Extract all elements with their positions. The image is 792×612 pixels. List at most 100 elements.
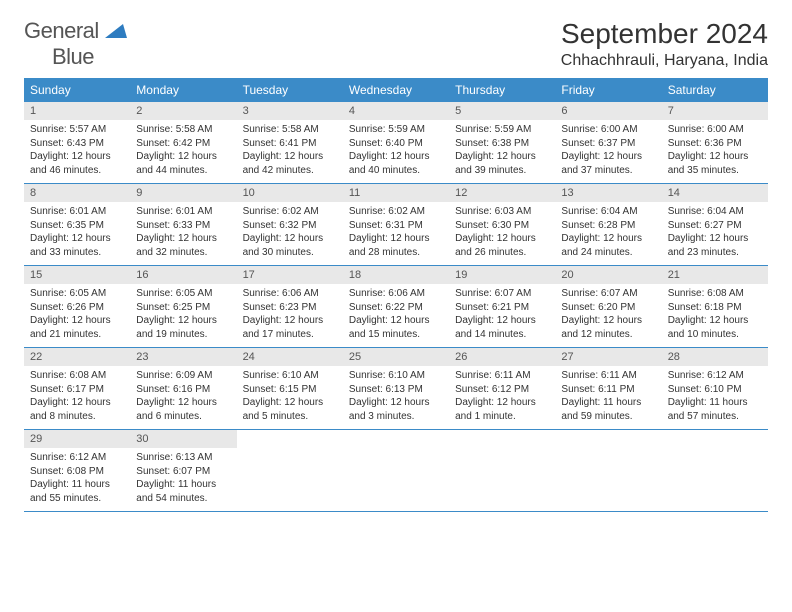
month-title: September 2024 <box>561 18 768 50</box>
day-details: Sunrise: 6:08 AMSunset: 6:18 PMDaylight:… <box>662 284 768 347</box>
sunrise-line: Sunrise: 6:01 AM <box>30 205 124 219</box>
weekday-saturday: Saturday <box>662 78 768 102</box>
day-details: Sunrise: 6:10 AMSunset: 6:13 PMDaylight:… <box>343 366 449 429</box>
title-block: September 2024 Chhachhrauli, Haryana, In… <box>561 18 768 70</box>
sunset-line: Sunset: 6:16 PM <box>136 383 230 397</box>
daylight-line: Daylight: 12 hours and 12 minutes. <box>561 314 655 341</box>
daylight-line: Daylight: 11 hours and 54 minutes. <box>136 478 230 505</box>
sunset-line: Sunset: 6:15 PM <box>243 383 337 397</box>
day-details: Sunrise: 6:02 AMSunset: 6:32 PMDaylight:… <box>237 202 343 265</box>
day-details: Sunrise: 6:13 AMSunset: 6:07 PMDaylight:… <box>130 448 236 511</box>
day-number: 8 <box>24 184 130 202</box>
day-number: 6 <box>555 102 661 120</box>
weekday-header-row: Sunday Monday Tuesday Wednesday Thursday… <box>24 78 768 102</box>
daylight-line: Daylight: 12 hours and 6 minutes. <box>136 396 230 423</box>
sunrise-line: Sunrise: 5:57 AM <box>30 123 124 137</box>
day-number: 29 <box>24 430 130 448</box>
day-number: 14 <box>662 184 768 202</box>
calendar-cell: 7Sunrise: 6:00 AMSunset: 6:36 PMDaylight… <box>662 102 768 184</box>
calendar-cell: 26Sunrise: 6:11 AMSunset: 6:12 PMDayligh… <box>449 348 555 430</box>
sunset-line: Sunset: 6:18 PM <box>668 301 762 315</box>
daylight-line: Daylight: 12 hours and 46 minutes. <box>30 150 124 177</box>
sunrise-line: Sunrise: 6:02 AM <box>243 205 337 219</box>
day-details: Sunrise: 5:59 AMSunset: 6:38 PMDaylight:… <box>449 120 555 183</box>
day-details: Sunrise: 6:01 AMSunset: 6:33 PMDaylight:… <box>130 202 236 265</box>
calendar-table: Sunday Monday Tuesday Wednesday Thursday… <box>24 78 768 512</box>
day-details: Sunrise: 5:59 AMSunset: 6:40 PMDaylight:… <box>343 120 449 183</box>
daylight-line: Daylight: 12 hours and 17 minutes. <box>243 314 337 341</box>
sunset-line: Sunset: 6:17 PM <box>30 383 124 397</box>
location-text: Chhachhrauli, Haryana, India <box>561 52 768 70</box>
sunrise-line: Sunrise: 6:11 AM <box>561 369 655 383</box>
day-number: 28 <box>662 348 768 366</box>
daylight-line: Daylight: 11 hours and 59 minutes. <box>561 396 655 423</box>
sunset-line: Sunset: 6:35 PM <box>30 219 124 233</box>
calendar-cell: 29Sunrise: 6:12 AMSunset: 6:08 PMDayligh… <box>24 430 130 512</box>
day-details: Sunrise: 6:06 AMSunset: 6:23 PMDaylight:… <box>237 284 343 347</box>
daylight-line: Daylight: 12 hours and 37 minutes. <box>561 150 655 177</box>
sunset-line: Sunset: 6:32 PM <box>243 219 337 233</box>
calendar-cell: 11Sunrise: 6:02 AMSunset: 6:31 PMDayligh… <box>343 184 449 266</box>
weekday-monday: Monday <box>130 78 236 102</box>
sunrise-line: Sunrise: 6:05 AM <box>30 287 124 301</box>
sunset-line: Sunset: 6:07 PM <box>136 465 230 479</box>
sunset-line: Sunset: 6:25 PM <box>136 301 230 315</box>
daylight-line: Daylight: 12 hours and 1 minute. <box>455 396 549 423</box>
sunrise-line: Sunrise: 6:07 AM <box>561 287 655 301</box>
day-details: Sunrise: 6:08 AMSunset: 6:17 PMDaylight:… <box>24 366 130 429</box>
day-number: 18 <box>343 266 449 284</box>
brand-triangle-icon <box>105 24 127 43</box>
day-number: 25 <box>343 348 449 366</box>
calendar-cell: 10Sunrise: 6:02 AMSunset: 6:32 PMDayligh… <box>237 184 343 266</box>
day-number: 30 <box>130 430 236 448</box>
calendar-cell: 23Sunrise: 6:09 AMSunset: 6:16 PMDayligh… <box>130 348 236 430</box>
daylight-line: Daylight: 12 hours and 15 minutes. <box>349 314 443 341</box>
sunrise-line: Sunrise: 6:06 AM <box>349 287 443 301</box>
sunrise-line: Sunrise: 6:04 AM <box>561 205 655 219</box>
day-details: Sunrise: 6:12 AMSunset: 6:10 PMDaylight:… <box>662 366 768 429</box>
day-number: 9 <box>130 184 236 202</box>
daylight-line: Daylight: 12 hours and 21 minutes. <box>30 314 124 341</box>
day-number: 24 <box>237 348 343 366</box>
daylight-line: Daylight: 12 hours and 5 minutes. <box>243 396 337 423</box>
sunrise-line: Sunrise: 6:10 AM <box>243 369 337 383</box>
calendar-cell: 12Sunrise: 6:03 AMSunset: 6:30 PMDayligh… <box>449 184 555 266</box>
sunset-line: Sunset: 6:36 PM <box>668 137 762 151</box>
sunrise-line: Sunrise: 6:04 AM <box>668 205 762 219</box>
sunrise-line: Sunrise: 6:08 AM <box>668 287 762 301</box>
calendar-row: 1Sunrise: 5:57 AMSunset: 6:43 PMDaylight… <box>24 102 768 184</box>
sunrise-line: Sunrise: 5:58 AM <box>243 123 337 137</box>
sunrise-line: Sunrise: 5:59 AM <box>455 123 549 137</box>
sunset-line: Sunset: 6:37 PM <box>561 137 655 151</box>
calendar-cell: 4Sunrise: 5:59 AMSunset: 6:40 PMDaylight… <box>343 102 449 184</box>
day-details: Sunrise: 6:10 AMSunset: 6:15 PMDaylight:… <box>237 366 343 429</box>
daylight-line: Daylight: 12 hours and 30 minutes. <box>243 232 337 259</box>
sunrise-line: Sunrise: 6:06 AM <box>243 287 337 301</box>
daylight-line: Daylight: 12 hours and 19 minutes. <box>136 314 230 341</box>
daylight-line: Daylight: 12 hours and 42 minutes. <box>243 150 337 177</box>
daylight-line: Daylight: 12 hours and 28 minutes. <box>349 232 443 259</box>
calendar-cell <box>343 430 449 512</box>
sunrise-line: Sunrise: 6:07 AM <box>455 287 549 301</box>
sunset-line: Sunset: 6:10 PM <box>668 383 762 397</box>
sunset-line: Sunset: 6:30 PM <box>455 219 549 233</box>
daylight-line: Daylight: 12 hours and 44 minutes. <box>136 150 230 177</box>
day-number: 4 <box>343 102 449 120</box>
calendar-cell: 8 Sunrise: 6:01 AMSunset: 6:35 PMDaylight… <box>24 184 130 266</box>
daylight-line: Daylight: 12 hours and 33 minutes. <box>30 232 124 259</box>
sunrise-line: Sunrise: 6:12 AM <box>668 369 762 383</box>
sunrise-line: Sunrise: 6:09 AM <box>136 369 230 383</box>
day-details: Sunrise: 6:11 AMSunset: 6:11 PMDaylight:… <box>555 366 661 429</box>
day-details: Sunrise: 6:11 AMSunset: 6:12 PMDaylight:… <box>449 366 555 429</box>
day-details: Sunrise: 6:03 AMSunset: 6:30 PMDaylight:… <box>449 202 555 265</box>
calendar-cell: 6Sunrise: 6:00 AMSunset: 6:37 PMDaylight… <box>555 102 661 184</box>
day-details: Sunrise: 6:07 AMSunset: 6:21 PMDaylight:… <box>449 284 555 347</box>
day-number: 12 <box>449 184 555 202</box>
weekday-wednesday: Wednesday <box>343 78 449 102</box>
calendar-cell: 24Sunrise: 6:10 AMSunset: 6:15 PMDayligh… <box>237 348 343 430</box>
day-number: 5 <box>449 102 555 120</box>
daylight-line: Daylight: 12 hours and 32 minutes. <box>136 232 230 259</box>
daylight-line: Daylight: 12 hours and 40 minutes. <box>349 150 443 177</box>
weekday-friday: Friday <box>555 78 661 102</box>
sunset-line: Sunset: 6:23 PM <box>243 301 337 315</box>
